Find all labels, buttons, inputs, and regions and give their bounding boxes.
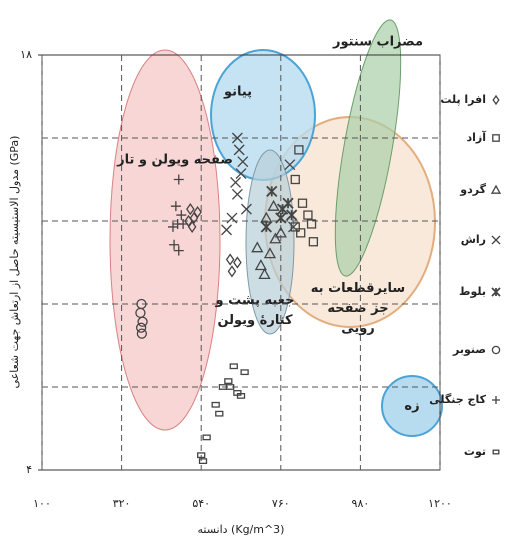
marker: [169, 239, 180, 250]
legend-marker: [490, 184, 502, 194]
marker: [240, 203, 252, 215]
marker: [186, 203, 195, 216]
region-santur: [334, 19, 402, 277]
x-tick-label: ۳۲۰: [113, 497, 131, 510]
marker: [236, 392, 246, 399]
legend-marker: [492, 449, 500, 455]
y-axis-label: مدول الاستیسیته حاصل از ارتعاش جهت شعاعی…: [8, 136, 21, 389]
marker: [240, 369, 249, 376]
legend-label: افرا پلت: [440, 93, 486, 106]
marker: [202, 434, 211, 441]
marker: [215, 410, 224, 417]
x-tick-label: ۵۴۰: [192, 497, 210, 510]
marker: [282, 197, 294, 209]
marker: [211, 401, 220, 408]
region-violin-body: [245, 149, 295, 335]
marker: [306, 219, 317, 229]
marker: [226, 212, 238, 224]
marker: [294, 145, 304, 155]
x-tick-label: ۹۸۰: [352, 497, 370, 510]
marker: [251, 241, 264, 253]
legend-marker: [492, 94, 500, 106]
marker: [237, 156, 249, 168]
marker: [170, 201, 181, 212]
legend-label: توت: [464, 445, 486, 458]
marker: [135, 322, 147, 333]
marker: [136, 328, 148, 339]
legend-label: صنوبر: [452, 343, 486, 356]
marker: [288, 221, 299, 233]
marker: [233, 144, 245, 156]
region-violin: [109, 49, 221, 431]
marker: [231, 132, 243, 144]
marker: [173, 245, 184, 256]
marker: [231, 188, 243, 200]
marker: [290, 222, 300, 232]
marker: [137, 316, 148, 327]
marker: [225, 384, 235, 390]
marker: [173, 174, 184, 185]
marker: [254, 259, 268, 271]
marker: [184, 214, 193, 228]
x-tick-label: ۱۲۰۰: [428, 497, 452, 510]
plot-frame: [41, 54, 441, 471]
marker: [260, 221, 272, 233]
marker: [233, 256, 242, 269]
annotation: پیانو: [223, 85, 252, 100]
marker: [263, 247, 277, 259]
marker: [284, 159, 296, 171]
marker: [193, 205, 202, 219]
marker: [286, 209, 298, 221]
marker: [198, 458, 208, 465]
marker: [178, 218, 189, 229]
y-tick-label: ۴: [26, 463, 32, 476]
marker: [197, 452, 206, 459]
marker: [303, 210, 313, 220]
marker: [229, 363, 238, 370]
annotation: صفحه ویولن و تار: [116, 153, 233, 168]
marker: [227, 265, 237, 278]
x-tick-label: ۷۶۰: [272, 497, 290, 510]
marker: [275, 212, 287, 224]
marker: [274, 226, 287, 238]
marker: [290, 174, 300, 185]
marker: [258, 268, 271, 280]
marker: [176, 210, 187, 221]
legend-marker: [491, 235, 501, 245]
marker: [225, 253, 235, 266]
marker: [266, 185, 278, 197]
legend-label: کاج جنگلی: [429, 393, 486, 407]
marker: [297, 198, 308, 208]
x-axis-label: دانسته (Kg/m^3): [198, 523, 285, 536]
x-tick-label: ۱۰۰: [33, 497, 51, 510]
y-tick-label: ۱۸: [20, 48, 32, 61]
legend-label: گردو: [459, 183, 486, 196]
marker: [267, 199, 280, 211]
annotation: زه: [404, 399, 419, 414]
region-string: [381, 375, 443, 437]
legend-label: آزاد: [466, 130, 486, 144]
legend-marker: [492, 134, 500, 142]
annotation: مضراب سنتور: [332, 35, 423, 50]
marker: [224, 378, 233, 384]
marker: [308, 237, 319, 247]
marker: [296, 228, 306, 238]
legend-marker: [492, 396, 500, 404]
marker: [221, 224, 232, 236]
marker: [235, 168, 247, 180]
legend-marker: [491, 287, 501, 297]
marker: [269, 232, 282, 244]
marker: [230, 177, 242, 188]
legend-label: راش: [461, 233, 486, 246]
legend-marker: [491, 345, 501, 355]
legend-label: بلوط: [459, 285, 486, 298]
